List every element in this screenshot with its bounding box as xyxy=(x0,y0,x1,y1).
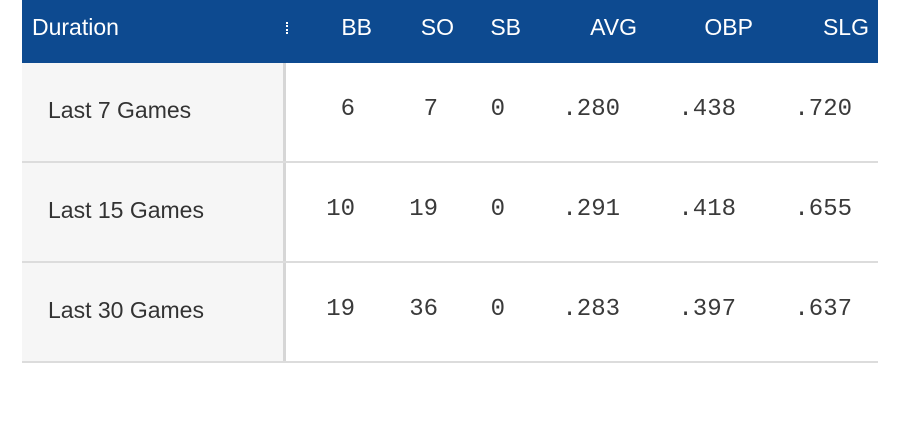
row-divider xyxy=(22,261,878,263)
stat-value: 36 xyxy=(409,296,438,323)
stat-value: 10 xyxy=(326,196,355,223)
stat-value: .438 xyxy=(678,96,736,123)
stat-value: .280 xyxy=(562,96,620,123)
stat-value: .418 xyxy=(678,196,736,223)
stat-value: .397 xyxy=(678,296,736,323)
column-header: SO xyxy=(420,14,454,40)
column-header: Duration xyxy=(32,14,119,40)
stat-value: 6 xyxy=(340,96,355,123)
stat-value: 0 xyxy=(490,196,505,223)
column-header: BB xyxy=(341,14,372,40)
stat-value: 0 xyxy=(490,96,505,123)
column-header: SLG xyxy=(822,14,869,40)
stat-value: 7 xyxy=(423,96,438,123)
header-bar xyxy=(22,0,878,63)
column-divider xyxy=(283,63,286,362)
stat-value: .655 xyxy=(794,196,852,223)
row-label: Last 15 Games xyxy=(48,197,204,223)
stat-value: .720 xyxy=(794,96,852,123)
scroll-indicator xyxy=(286,22,290,34)
row-label: Last 30 Games xyxy=(48,297,204,323)
column-header: SB xyxy=(490,14,521,40)
stat-value: 0 xyxy=(490,296,505,323)
row-divider xyxy=(22,161,878,163)
stat-value: .283 xyxy=(562,296,620,323)
stat-value: .291 xyxy=(562,196,620,223)
column-header: AVG xyxy=(590,14,637,40)
stat-value: .637 xyxy=(794,296,852,323)
column-header: OBP xyxy=(704,14,753,40)
stat-value: 19 xyxy=(409,196,438,223)
stat-value: 19 xyxy=(326,296,355,323)
row-divider xyxy=(22,361,878,363)
row-label: Last 7 Games xyxy=(48,97,192,123)
first-column-bg xyxy=(22,63,283,362)
